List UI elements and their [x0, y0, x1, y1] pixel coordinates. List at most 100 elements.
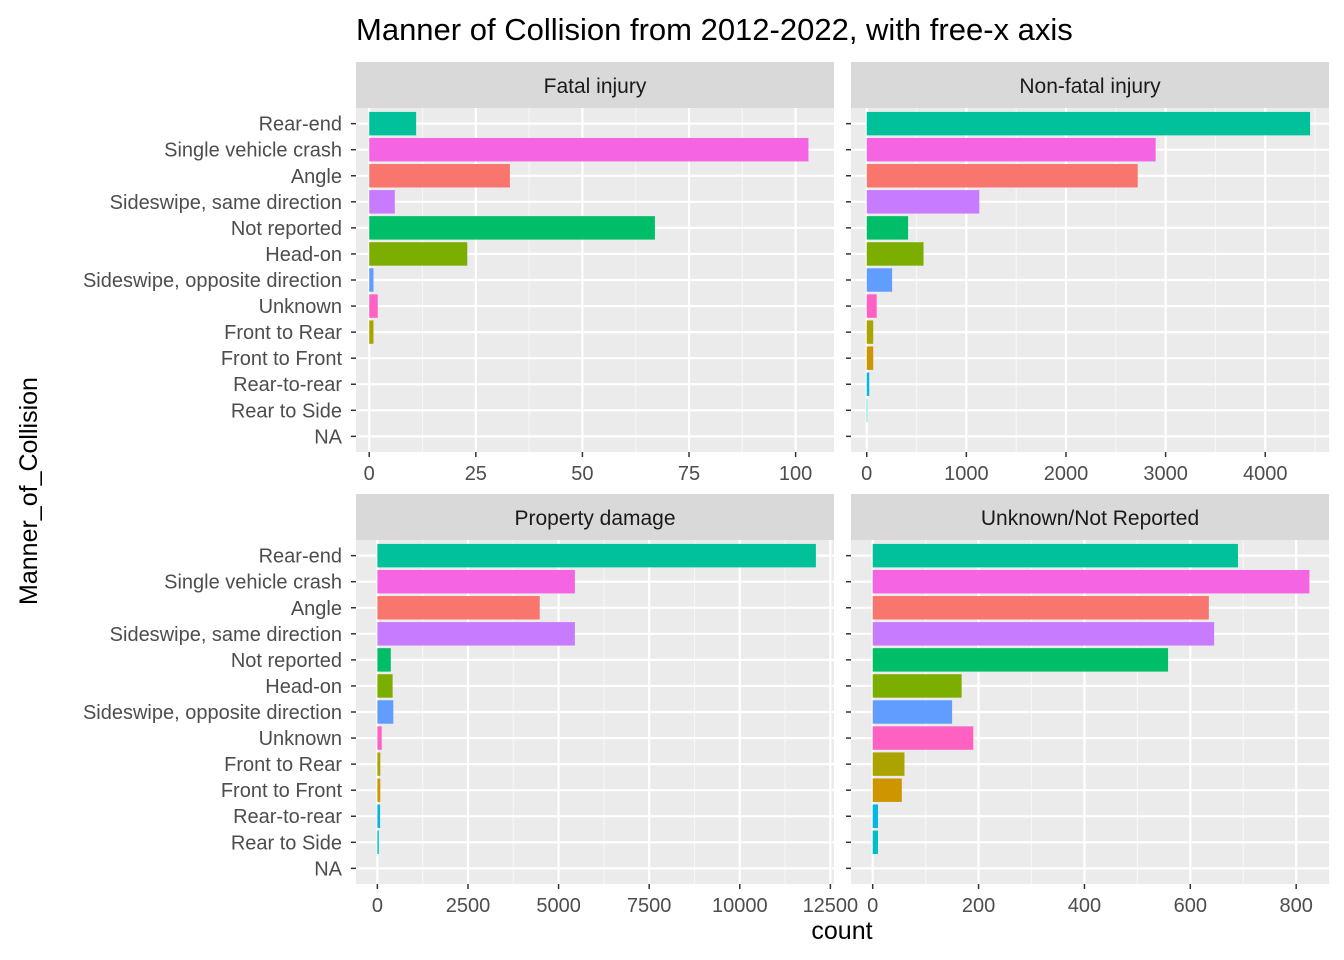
y-tick-label: Not reported: [231, 218, 342, 240]
strip-label-property-damage: Property damage: [514, 507, 675, 530]
bar-unknown-not-reported-rear-to-side: [872, 830, 878, 855]
bar-property-damage-front-to-front: [377, 778, 381, 802]
x-tick-label: 50: [571, 463, 593, 485]
panel-unknown-not-reported: Unknown/Not Reported 0 200 400 600 800: [846, 494, 1329, 917]
bar-fatal-injury-unknown: [369, 294, 378, 318]
x-tick-label: 4000: [1243, 463, 1288, 485]
x-tick-label: 1000: [944, 463, 989, 485]
bar-property-damage-rear-to-rear: [377, 804, 381, 828]
x-tick-label: 75: [678, 463, 700, 485]
x-tick-label: 12500: [803, 895, 859, 917]
bar-unknown-not-reported-rear-end: [872, 543, 1238, 568]
bar-unknown-not-reported-head-on: [872, 674, 962, 698]
bar-property-damage-not-reported: [377, 648, 391, 672]
bar-fatal-injury-not-reported: [369, 216, 655, 240]
y-tick-label: Rear to Side: [231, 400, 342, 422]
bar-unknown-not-reported-sideswipe-opposite-direction: [872, 700, 953, 724]
bar-non-fatal-injury-rear-to-rear: [866, 372, 870, 396]
y-tick-label: Front to Front: [221, 348, 343, 370]
x-tick-label: 5000: [536, 895, 581, 917]
bar-property-damage-unknown: [377, 726, 382, 750]
bar-fatal-injury-single-vehicle-crash: [369, 137, 809, 162]
bar-fatal-injury-sideswipe-opposite-direction: [369, 268, 374, 292]
x-tick-label: 600: [1174, 895, 1207, 917]
bar-non-fatal-injury-sideswipe-same-direction: [866, 190, 980, 214]
x-tick-label: 3000: [1143, 463, 1188, 485]
bar-fatal-injury-sideswipe-same-direction: [369, 190, 395, 214]
bar-non-fatal-injury-not-reported: [866, 216, 909, 240]
y-tick-label: Angle: [291, 166, 342, 188]
strip-label-non-fatal-injury: Non-fatal injury: [1019, 75, 1161, 98]
x-tick-label: 7500: [627, 895, 672, 917]
bar-non-fatal-injury-unknown: [866, 294, 877, 318]
bar-non-fatal-injury-rear-end: [866, 111, 1311, 136]
bar-unknown-not-reported-not-reported: [872, 648, 1169, 672]
strip-label-unknown-not-reported: Unknown/Not Reported: [981, 507, 1199, 530]
bar-unknown-not-reported-front-to-rear: [872, 752, 905, 776]
strip-background: [851, 62, 1329, 108]
y-axis-title: Manner_of_Collision: [15, 377, 43, 605]
x-axis-title: count: [811, 917, 872, 945]
y-tick-label: Single vehicle crash: [164, 572, 342, 594]
bar-property-damage-rear-end: [377, 543, 816, 568]
x-tick-label: 800: [1279, 895, 1312, 917]
bar-non-fatal-injury-front-to-front: [866, 346, 874, 370]
x-tick-label: 2000: [1044, 463, 1089, 485]
bar-unknown-not-reported-angle: [872, 596, 1209, 620]
bar-property-damage-rear-to-side: [377, 830, 379, 855]
y-tick-label: Angle: [291, 598, 342, 620]
bar-unknown-not-reported-rear-to-rear: [872, 804, 878, 828]
y-tick-label: Sideswipe, opposite direction: [83, 702, 342, 724]
y-tick-label: Front to Front: [221, 780, 343, 802]
x-tick-label: 0: [364, 463, 375, 485]
bar-unknown-not-reported-unknown: [872, 726, 974, 750]
bar-unknown-not-reported-sideswipe-same-direction: [872, 622, 1215, 646]
x-tick-label: 10000: [712, 895, 768, 917]
bar-property-damage-front-to-rear: [377, 752, 381, 776]
strip-background: [356, 62, 834, 108]
bar-property-damage-single-vehicle-crash: [377, 569, 575, 594]
x-tick-label: 2500: [446, 895, 491, 917]
y-tick-label: Rear-to-rear: [233, 806, 342, 828]
bar-non-fatal-injury-angle: [866, 164, 1138, 188]
y-tick-label: Sideswipe, same direction: [110, 192, 342, 214]
y-tick-label: Single vehicle crash: [164, 140, 342, 162]
bar-unknown-not-reported-front-to-front: [872, 778, 902, 802]
chart-title: Manner of Collision from 2012-2022, with…: [356, 12, 1073, 47]
x-tick-label: 25: [465, 463, 487, 485]
y-tick-label: Rear-end: [259, 114, 342, 136]
bar-non-fatal-injury-sideswipe-opposite-direction: [866, 268, 893, 292]
panel-property-damage: Property damage NA Rear to Side Rear-to-rea…: [83, 494, 858, 917]
y-tick-label: NA: [314, 858, 342, 880]
bar-non-fatal-injury-head-on: [866, 242, 924, 266]
y-tick-label: Front to Rear: [224, 322, 342, 344]
bar-fatal-injury-front-to-rear: [369, 320, 374, 344]
bar-property-damage-angle: [377, 596, 540, 620]
strip-background: [356, 494, 834, 540]
y-tick-label: Head-on: [265, 676, 342, 698]
bar-fatal-injury-rear-end: [369, 111, 417, 136]
x-tick-label: 100: [779, 463, 812, 485]
panel-non-fatal-injury: Non-fatal injury 0 1000 2000 3000 4000: [846, 62, 1329, 485]
facet-panels: Fatal injury NA Rear to Side Rear-to-rear Fr…: [83, 62, 1329, 917]
y-tick-label: Unknown: [259, 728, 342, 750]
x-tick-label: 400: [1068, 895, 1101, 917]
strip-background: [851, 494, 1329, 540]
bar-fatal-injury-angle: [369, 164, 510, 188]
x-tick-label: 0: [861, 463, 872, 485]
y-tick-label: Sideswipe, same direction: [110, 624, 342, 646]
y-tick-label: NA: [314, 426, 342, 448]
y-tick-label: Front to Rear: [224, 754, 342, 776]
y-tick-label: Unknown: [259, 296, 342, 318]
y-tick-label: Rear to Side: [231, 832, 342, 854]
y-tick-label: Rear-end: [259, 546, 342, 568]
bar-property-damage-sideswipe-same-direction: [377, 622, 575, 646]
bar-non-fatal-injury-single-vehicle-crash: [866, 137, 1156, 162]
x-tick-label: 0: [867, 895, 878, 917]
panel-fatal-injury: Fatal injury NA Rear to Side Rear-to-rear Fr…: [83, 62, 834, 485]
x-tick-label: 200: [962, 895, 995, 917]
strip-label-fatal-injury: Fatal injury: [544, 75, 647, 98]
y-tick-label: Head-on: [265, 244, 342, 266]
bar-property-damage-sideswipe-opposite-direction: [377, 700, 394, 724]
